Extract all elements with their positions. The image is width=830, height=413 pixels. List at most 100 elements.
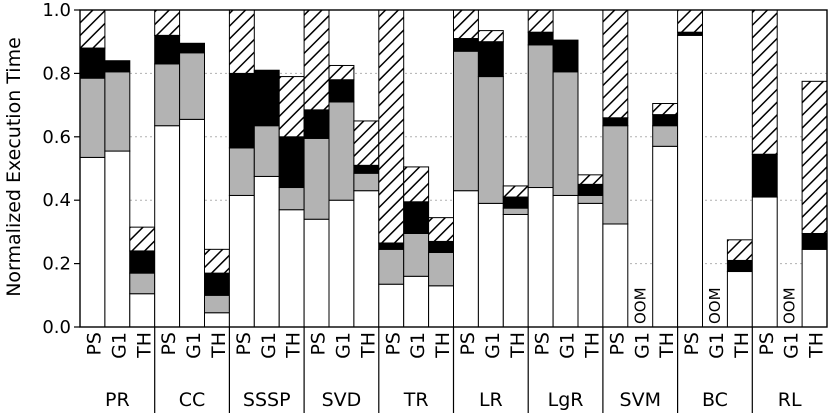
bar-segment-gray (652, 125, 679, 147)
bar-segment-white (154, 125, 181, 328)
oom-label: OOM (781, 287, 799, 324)
bar-segment-gray (527, 44, 554, 189)
bar-label: TH (806, 332, 828, 359)
bar-segment-white (179, 118, 206, 328)
bar-segment-hatched (602, 9, 629, 119)
bar-segment-white (328, 199, 355, 328)
bar-segment-black (154, 34, 181, 65)
bar-segment-white (403, 275, 430, 328)
bar-label: PS (756, 332, 778, 356)
bar-segment-black (303, 109, 330, 139)
bar-segment-white (104, 150, 131, 328)
bar-segment-hatched (652, 103, 679, 116)
bar-segment-gray (228, 147, 255, 196)
bar-segment-gray (104, 71, 131, 152)
group-label: LgR (548, 389, 584, 411)
bar-segment-white (577, 202, 604, 328)
axes (74, 9, 828, 413)
bar-segment-hatched (477, 30, 504, 43)
bar-segment-gray (204, 294, 230, 314)
y-tick-label: 0.8 (42, 63, 71, 84)
y-tick-label: 1.0 (42, 0, 71, 21)
bar-segment-hatched (154, 9, 181, 36)
bar-label: TH (133, 332, 155, 359)
bar-segment-black (552, 39, 579, 73)
y-tick-label: 0.2 (42, 254, 71, 275)
bar-label: TH (731, 332, 753, 359)
bar-segment-gray (278, 187, 305, 211)
bar-segment-white (502, 213, 529, 328)
bars (79, 9, 828, 328)
bar-segment-gray (477, 76, 504, 204)
bar-segment-gray (353, 172, 380, 192)
bar-segment-white (228, 194, 255, 328)
bar-segment-white (726, 271, 753, 328)
bar-segment-hatched (303, 9, 330, 111)
y-axis-label: Normalized Execution Time (3, 37, 25, 297)
bar-segment-gray (453, 50, 479, 192)
bar-segment-hatched (79, 9, 106, 49)
bar-label: G1 (482, 332, 504, 359)
bar-label: PS (457, 332, 479, 356)
bar-segment-hatched (403, 166, 430, 203)
group-label: TR (403, 389, 429, 411)
bar-segment-hatched (577, 174, 604, 185)
bar-segment-hatched (726, 239, 753, 261)
bar-segment-black (378, 242, 405, 250)
bar-segment-black (652, 114, 679, 127)
bar-segment-gray (253, 125, 280, 177)
bar-label: G1 (631, 332, 653, 359)
bar-segment-black (228, 72, 255, 149)
group-label: RL (778, 389, 802, 411)
bar-label: PS (158, 332, 180, 356)
bar-segment-hatched (129, 226, 156, 252)
bar-segment-white (527, 187, 554, 328)
bar-segment-hatched (801, 80, 828, 234)
bar-segment-white (353, 190, 380, 328)
bar-segment-white (801, 248, 828, 328)
bar-label: G1 (706, 332, 728, 359)
bar-label: G1 (108, 332, 130, 359)
bar-segment-white (677, 34, 703, 328)
bar-segment-white (652, 145, 679, 328)
bar-segment-black (577, 183, 604, 196)
bar-label: PS (606, 332, 628, 356)
oom-label: OOM (706, 287, 724, 324)
bar-label: G1 (557, 332, 579, 359)
bar-label: TH (283, 332, 305, 359)
bar-segment-hatched (428, 217, 455, 242)
bar-segment-black (453, 38, 479, 52)
bar-label: G1 (183, 332, 205, 359)
bar-segment-gray (428, 252, 455, 287)
group-label: LR (479, 389, 503, 411)
bar-segment-gray (577, 194, 604, 204)
group-label: SVD (322, 389, 362, 411)
bar-segment-black (129, 250, 156, 274)
bar-segment-white (552, 194, 579, 328)
group-label: SVM (620, 389, 661, 411)
bar-segment-white (253, 175, 280, 328)
bar-segment-white (602, 223, 629, 328)
bar-segment-white (204, 312, 230, 328)
bar-segment-gray (552, 71, 579, 196)
oom-label: OOM (631, 287, 649, 324)
bar-segment-white (428, 285, 455, 328)
bar-segment-hatched (353, 120, 380, 166)
bar-segment-black (602, 117, 629, 127)
bar-segment-hatched (328, 64, 355, 81)
bar-segment-white (129, 293, 156, 328)
group-label: PR (105, 389, 130, 411)
bar-label: TH (507, 332, 529, 359)
bar-segment-hatched (228, 9, 255, 74)
bar-segment-hatched (502, 185, 529, 198)
bar-segment-gray (403, 232, 430, 277)
bar-segment-gray (502, 207, 529, 215)
bar-label: PS (308, 332, 330, 356)
bar-segment-black (328, 79, 355, 103)
bar-segment-black (801, 232, 828, 250)
bar-segment-black (278, 136, 305, 189)
bar-segment-white (79, 156, 106, 328)
bar-segment-black (527, 31, 554, 46)
